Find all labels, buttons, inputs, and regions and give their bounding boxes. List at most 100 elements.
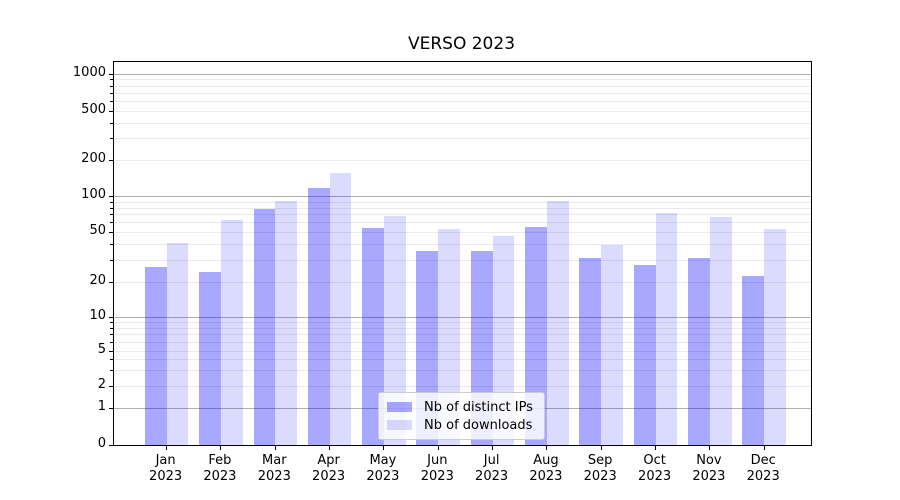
x-tick-label: Jul 2023: [465, 453, 519, 485]
legend-swatch-distinct-ips: [387, 402, 412, 412]
x-tick: [437, 446, 439, 450]
bar-downloads: [655, 213, 678, 445]
bar-downloads: [546, 200, 569, 445]
x-tick: [546, 446, 548, 450]
y-minor-tick: [110, 386, 113, 387]
x-tick: [383, 446, 385, 450]
y-minor-tick: [110, 327, 113, 329]
gridline-minor: [114, 138, 811, 140]
x-tick-label: Jun 2023: [410, 453, 464, 485]
x-tick-label: Sep 2023: [573, 453, 627, 485]
gridline-minor: [114, 122, 811, 124]
y-minor-tick: [110, 259, 113, 261]
x-tick-label: Dec 2023: [736, 453, 790, 485]
y-tick: [109, 445, 113, 446]
x-tick-label: Apr 2023: [302, 453, 356, 485]
bar-downloads: [329, 172, 352, 445]
y-minor-tick: [110, 222, 113, 224]
legend-item: Nb of downloads: [387, 416, 536, 434]
bar-distinct-ips: [253, 208, 276, 445]
bar-downloads: [275, 200, 298, 445]
gridline-major: [114, 196, 811, 197]
legend-swatch-downloads: [387, 420, 412, 430]
x-tick-label-year: 2023: [692, 469, 726, 484]
y-tick-label: 1000: [72, 64, 106, 80]
y-minor-tick: [110, 79, 113, 81]
gridline-minor: [114, 350, 811, 352]
bar-downloads: [709, 216, 732, 445]
bar-distinct-ips: [307, 187, 330, 445]
x-tick-label: Oct 2023: [628, 453, 682, 485]
y-tick-label: 5: [97, 341, 106, 357]
gridline-minor: [114, 259, 811, 261]
bar-distinct-ips: [688, 257, 710, 445]
bar-downloads: [383, 215, 406, 445]
y-minor-tick: [110, 359, 113, 361]
y-tick-label: 2: [97, 377, 106, 392]
y-tick-label: 500: [81, 101, 106, 117]
y-tick: [109, 316, 113, 318]
y-minor-tick: [110, 85, 113, 87]
y-minor-tick: [110, 341, 113, 343]
bar-distinct-ips: [579, 257, 602, 445]
y-minor-tick: [110, 370, 113, 372]
gridline-minor: [114, 214, 811, 216]
gridline-minor: [114, 334, 811, 335]
y-minor-tick: [110, 207, 113, 209]
legend-item: Nb of distinct IPs: [387, 398, 536, 416]
gridline-minor: [114, 222, 811, 224]
gridline-major: [114, 73, 811, 75]
y-minor-tick: [110, 281, 113, 283]
gridline-minor: [114, 327, 811, 329]
gridline-minor: [114, 341, 811, 343]
legend-label: Nb of downloads: [424, 417, 533, 433]
x-tick-label-year: 2023: [420, 469, 454, 484]
y-tick-label: 20: [89, 272, 106, 288]
y-tick: [109, 73, 113, 75]
bar-downloads: [601, 245, 623, 445]
gridline-minor: [114, 79, 811, 81]
y-minor-tick: [110, 321, 113, 323]
y-tick-label: 50: [89, 222, 106, 238]
y-minor-tick: [110, 100, 113, 102]
y-minor-tick: [110, 350, 113, 352]
gridline-minor: [114, 243, 811, 245]
gridline-minor: [114, 201, 811, 203]
x-tick-label: Aug 2023: [519, 453, 573, 485]
y-tick-label: 10: [89, 307, 106, 323]
y-tick-label: 1: [97, 399, 106, 414]
x-tick-label-year: 2023: [583, 469, 617, 484]
gridline-minor: [114, 100, 811, 102]
x-tick-label-year: 2023: [746, 469, 780, 484]
bar-downloads: [438, 228, 461, 445]
bar-distinct-ips: [742, 276, 765, 445]
x-tick: [329, 446, 331, 450]
plot-area: Nb of distinct IPs Nb of downloads: [109, 61, 812, 450]
y-minor-tick: [110, 138, 113, 140]
bar-downloads: [764, 228, 786, 445]
x-tick: [655, 446, 657, 450]
gridline-minor: [114, 281, 811, 283]
gridline-minor: [114, 110, 811, 112]
gridline-minor: [114, 160, 811, 161]
x-tick-label-year: 2023: [529, 469, 563, 484]
y-minor-tick: [110, 201, 113, 203]
y-tick: [109, 196, 113, 197]
x-tick-label-year: 2023: [203, 469, 237, 484]
chart-title: VERSO 2023: [407, 34, 516, 54]
y-tick: [109, 408, 113, 409]
x-tick-label-year: 2023: [257, 469, 291, 484]
legend-label: Nb of distinct IPs: [424, 399, 533, 415]
x-tick-label: Jan 2023: [139, 453, 193, 485]
bar-distinct-ips: [199, 271, 221, 445]
bar-distinct-ips: [362, 227, 384, 445]
bar-distinct-ips: [144, 267, 167, 445]
gridline-major: [114, 316, 811, 318]
y-minor-tick: [110, 243, 113, 245]
x-tick: [220, 446, 222, 450]
bar-distinct-ips: [633, 265, 656, 445]
gridline-minor: [114, 386, 811, 387]
legend: Nb of distinct IPs Nb of downloads: [378, 392, 545, 440]
x-tick: [166, 446, 168, 450]
